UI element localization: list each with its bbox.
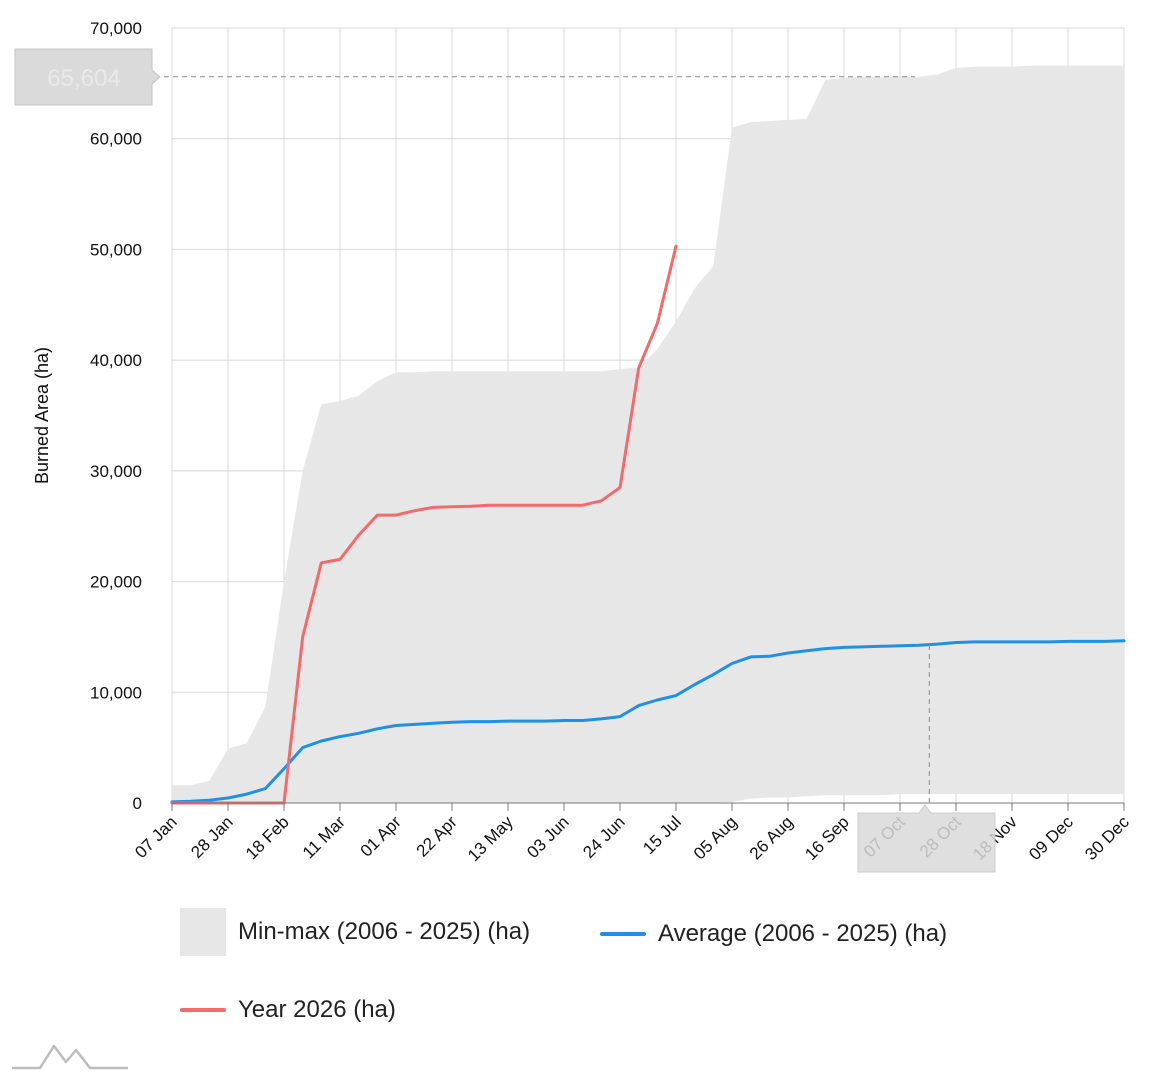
logo-icon bbox=[12, 1044, 128, 1070]
x-tick-label: 15 Jul bbox=[639, 812, 685, 858]
x-tick-label: 03 Jun bbox=[523, 812, 573, 862]
y-tick-label: 0 bbox=[133, 794, 142, 813]
legend-label-average: Average (2006 - 2025) (ha) bbox=[658, 920, 948, 947]
crosshair-date-flag bbox=[857, 804, 996, 873]
legend-item-min-max[interactable]: Min-max (2006 - 2025) (ha) bbox=[180, 908, 530, 956]
x-tick-label: 18 Feb bbox=[242, 812, 293, 863]
y-tick-label: 60,000 bbox=[90, 130, 142, 149]
x-tick-label: 16 Sep bbox=[801, 812, 853, 864]
y-tick-label: 30,000 bbox=[90, 462, 142, 481]
crosshair: 65,604 bbox=[14, 48, 996, 873]
x-tick-label: 26 Aug bbox=[746, 812, 797, 863]
x-tick-label: 13 May bbox=[464, 812, 517, 865]
y-tick-label: 70,000 bbox=[90, 19, 142, 38]
x-tick-label: 11 Mar bbox=[299, 812, 349, 862]
legend-item-average[interactable]: Average (2006 - 2025) (ha) bbox=[600, 920, 947, 948]
crosshair-value-flag bbox=[14, 48, 161, 106]
legend-item-year-2026[interactable]: Year 2026 (ha) bbox=[180, 996, 396, 1024]
x-tick-label: 22 Apr bbox=[413, 812, 461, 860]
legend-swatch-year-2026 bbox=[180, 1008, 226, 1012]
legend: Min-max (2006 - 2025) (ha) Average (2006… bbox=[0, 890, 1156, 1030]
y-tick-label: 40,000 bbox=[90, 351, 142, 370]
legend-swatch-average bbox=[600, 932, 646, 936]
x-tick-label: 01 Apr bbox=[357, 812, 405, 860]
x-tick-label: 30 Dec bbox=[1081, 812, 1133, 864]
average-series-line bbox=[170, 639, 1126, 804]
x-tick-label: 07 Jan bbox=[131, 812, 181, 862]
legend-label-year-2026: Year 2026 (ha) bbox=[238, 996, 396, 1023]
y-tick-label: 50,000 bbox=[90, 240, 142, 259]
x-tick-label: 09 Dec bbox=[1025, 812, 1077, 864]
series-layer bbox=[170, 65, 1126, 805]
legend-swatch-min-max bbox=[180, 908, 226, 956]
legend-label-min-max: Min-max (2006 - 2025) (ha) bbox=[238, 918, 531, 945]
y-tick-label: 10,000 bbox=[90, 683, 142, 702]
y-tick-label: 20,000 bbox=[90, 573, 142, 592]
y-axis-title: Burned Area (ha) bbox=[32, 347, 52, 484]
x-tick-label: 28 Jan bbox=[187, 812, 237, 862]
x-tick-label: 24 Jun bbox=[579, 812, 629, 862]
crosshair-value-label: 65,604 bbox=[47, 65, 120, 92]
x-tick-label: 05 Aug bbox=[690, 812, 741, 863]
min-max-range-area bbox=[172, 65, 1124, 804]
burned-area-chart: 0 10,000 20,000 30,000 40,000 50,000 60,000 70,… bbox=[14, 19, 1133, 873]
